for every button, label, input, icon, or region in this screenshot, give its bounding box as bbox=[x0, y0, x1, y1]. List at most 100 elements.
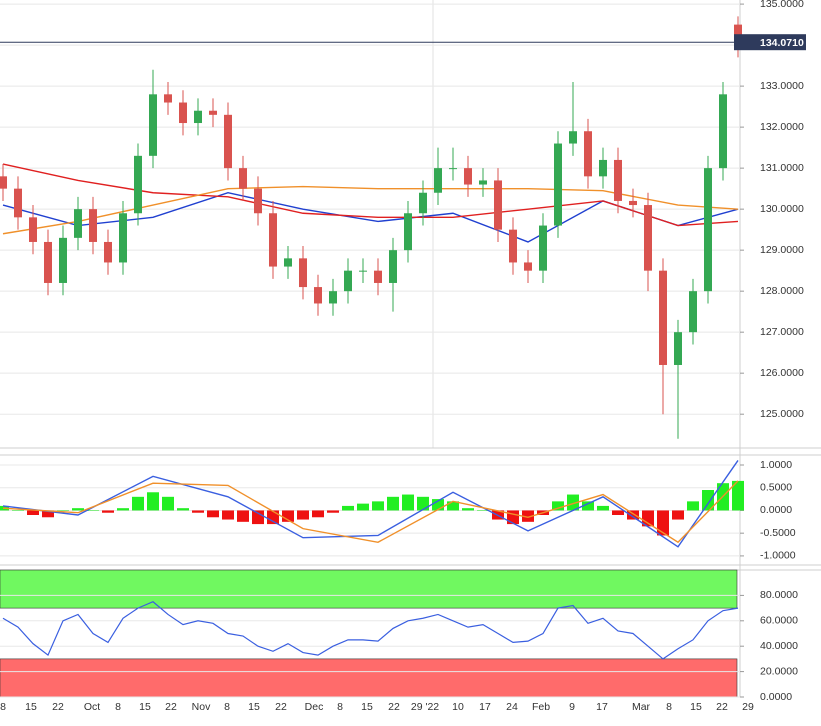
x-tick-label: Mar bbox=[632, 701, 651, 713]
macd-bar bbox=[132, 496, 144, 511]
candle-body bbox=[209, 110, 217, 115]
x-tick-label: 29 bbox=[742, 701, 754, 713]
candle-body bbox=[179, 102, 187, 124]
candle-body bbox=[689, 291, 697, 333]
x-tick-label: 15 bbox=[25, 701, 37, 713]
y-tick-label: 60.0000 bbox=[760, 615, 798, 627]
x-tick-label: 8 bbox=[0, 701, 6, 713]
candle-body bbox=[314, 287, 322, 304]
candle-body bbox=[389, 250, 397, 283]
x-tick-label: 22 bbox=[165, 701, 177, 713]
candle-body bbox=[359, 270, 367, 272]
x-tick-label: 24 bbox=[506, 701, 518, 713]
macd-bar bbox=[252, 510, 264, 525]
x-tick-label: 15 bbox=[139, 701, 151, 713]
macd-bar bbox=[162, 496, 174, 511]
y-tick-label: 131.0000 bbox=[760, 162, 804, 174]
x-tick-label: 10 bbox=[452, 701, 464, 713]
y-tick-label: 0.5000 bbox=[760, 482, 792, 494]
x-tick-label: 9 bbox=[569, 701, 575, 713]
candle-body bbox=[59, 237, 67, 283]
macd-bar bbox=[597, 505, 609, 511]
macd-bar bbox=[372, 501, 384, 511]
candle-body bbox=[629, 200, 637, 206]
macd-bar bbox=[387, 496, 399, 511]
macd-bar bbox=[327, 510, 339, 513]
rsi-band bbox=[0, 569, 738, 609]
candle-body bbox=[284, 258, 292, 267]
last-price-label: 134.0710 bbox=[760, 37, 804, 49]
indicator-line bbox=[2, 480, 739, 544]
candle-body bbox=[74, 209, 82, 238]
candle-body bbox=[44, 241, 52, 283]
macd-bar bbox=[297, 510, 309, 520]
macd-bar bbox=[687, 501, 699, 511]
macd-bar bbox=[642, 510, 654, 527]
macd-bar bbox=[432, 499, 444, 511]
y-tick-label: 130.0000 bbox=[760, 203, 804, 215]
x-tick-label: Dec bbox=[305, 701, 324, 713]
x-tick-label: Nov bbox=[192, 701, 211, 713]
y-tick-label: 40.0000 bbox=[760, 640, 798, 652]
candle-body bbox=[539, 225, 547, 271]
candle-body bbox=[644, 205, 652, 271]
x-tick-label: 22 bbox=[388, 701, 400, 713]
x-tick-label: 29 '22 bbox=[411, 701, 439, 713]
macd-bar bbox=[612, 510, 624, 515]
y-tick-label: 127.0000 bbox=[760, 326, 804, 338]
candle-body bbox=[29, 217, 37, 242]
candle-body bbox=[299, 258, 307, 288]
indicator-line bbox=[2, 460, 739, 548]
candle-body bbox=[149, 94, 157, 156]
y-tick-label: 125.0000 bbox=[760, 408, 804, 420]
x-tick-label: 22 bbox=[52, 701, 64, 713]
macd-bar bbox=[552, 501, 564, 511]
x-tick-label: 17 bbox=[596, 701, 608, 713]
macd-bar bbox=[282, 510, 294, 522]
y-tick-label: 129.0000 bbox=[760, 244, 804, 256]
macd-bar bbox=[672, 510, 684, 520]
candle-body bbox=[254, 188, 262, 214]
y-tick-label: 133.0000 bbox=[760, 80, 804, 92]
macd-bar bbox=[237, 510, 249, 522]
y-tick-label: 135.0000 bbox=[760, 0, 804, 10]
y-tick-label: 126.0000 bbox=[760, 367, 804, 379]
macd-bar bbox=[117, 508, 129, 511]
macd-bar bbox=[402, 494, 414, 511]
x-tick-label: 8 bbox=[115, 701, 121, 713]
macd-bar bbox=[57, 510, 69, 511]
y-tick-label: 80.0000 bbox=[760, 589, 798, 601]
macd-bar bbox=[462, 508, 474, 511]
y-tick-label: 132.0000 bbox=[760, 121, 804, 133]
candle-body bbox=[524, 262, 532, 271]
candle-body bbox=[674, 332, 682, 365]
x-tick-label: 8 bbox=[337, 701, 343, 713]
x-tick-label: 15 bbox=[690, 701, 702, 713]
candle-body bbox=[239, 168, 247, 189]
macd-bar bbox=[147, 492, 159, 511]
candle-body bbox=[224, 114, 232, 169]
macd-bar bbox=[567, 494, 579, 511]
candle-body bbox=[464, 168, 472, 185]
x-tick-label: Oct bbox=[84, 701, 100, 713]
macd-bar bbox=[102, 510, 114, 513]
candle-body bbox=[599, 159, 607, 177]
macd-bar bbox=[702, 490, 714, 511]
y-tick-label: 128.0000 bbox=[760, 285, 804, 297]
macd-bar bbox=[42, 510, 54, 518]
candle-body bbox=[404, 213, 412, 251]
candle-body bbox=[89, 209, 97, 242]
candle-body bbox=[0, 176, 7, 189]
candle-body bbox=[434, 168, 442, 193]
indicator-line bbox=[2, 185, 739, 235]
x-tick-label: 8 bbox=[666, 701, 672, 713]
macd-bar bbox=[522, 510, 534, 522]
candle-body bbox=[719, 94, 727, 169]
x-tick-label: 15 bbox=[361, 701, 373, 713]
rsi-band bbox=[0, 658, 738, 698]
x-tick-label: Feb bbox=[532, 701, 550, 713]
y-tick-label: 0.0000 bbox=[760, 691, 792, 703]
candle-body bbox=[704, 168, 712, 292]
candle-body bbox=[509, 229, 517, 263]
candle-body bbox=[449, 168, 457, 170]
